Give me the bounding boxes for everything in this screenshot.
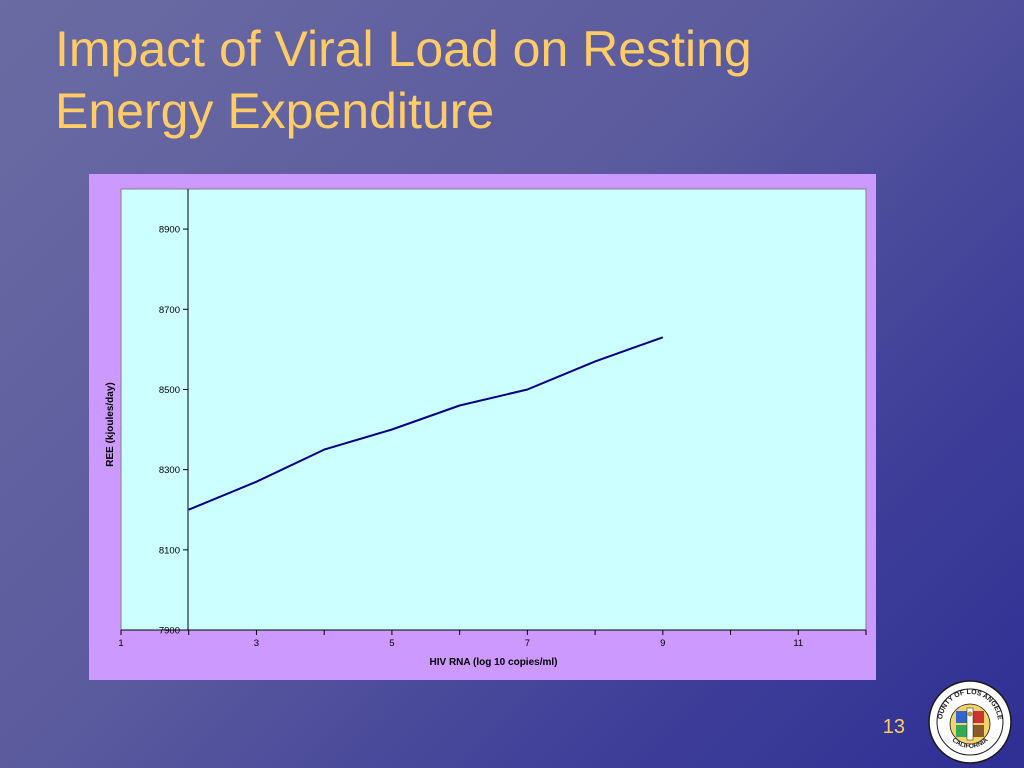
y-tick-label: 8100 <box>159 545 180 556</box>
slide-number: 13 <box>882 716 905 738</box>
series-line <box>188 336 664 511</box>
y-tick-label: 8300 <box>159 465 180 476</box>
x-tick-label: 5 <box>389 638 394 649</box>
x-tick-label: 11 <box>793 638 803 649</box>
x-tick-label: 7 <box>525 638 530 649</box>
series <box>188 336 664 511</box>
ticks: 7900 8100 8300 8500 8700 8900 1 3 5 7 9 11 <box>118 225 867 649</box>
y-axis-label: REE (kjoules/day) <box>105 382 116 466</box>
y-tick-label: 8500 <box>159 385 180 396</box>
x-axis-label: HIV RNA (log 10 copies/ml) <box>430 657 558 668</box>
y-tick-label: 8700 <box>159 305 180 316</box>
y-tick-label: 8900 <box>159 225 180 236</box>
plot-area <box>120 188 867 631</box>
y-tick-label: 7900 <box>159 626 180 637</box>
slide-title-line-1: Impact of Viral Load on Resting <box>55 21 752 77</box>
x-tick-label: 9 <box>660 638 665 649</box>
line-chart: 7900 8100 8300 8500 8700 8900 1 3 5 7 9 11 HIV RNA … <box>105 188 867 668</box>
county-seal-icon: COUNTY OF LOS ANGELES CALIFORNIA <box>928 680 1012 764</box>
x-tick-label: 1 <box>118 638 123 649</box>
axes <box>121 189 866 631</box>
slide-title: Impact of Viral Load on Resting Energy E… <box>55 18 955 142</box>
chart-frame: 7900 8100 8300 8500 8700 8900 1 3 5 7 9 11 HIV RNA … <box>89 174 876 680</box>
x-tick-label: 3 <box>254 638 259 649</box>
slide-title-line-2: Energy Expenditure <box>55 83 495 139</box>
